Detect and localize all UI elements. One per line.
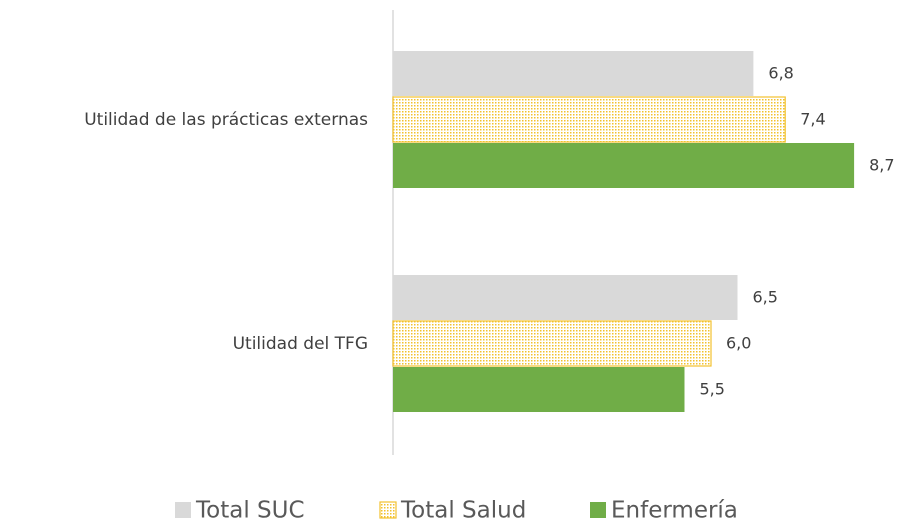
bar (392, 96, 786, 143)
bar (393, 275, 738, 320)
legend-label: Enfermería (611, 498, 738, 522)
category-label: Utilidad de las prácticas externas (84, 110, 368, 130)
value-label: 6,5 (753, 288, 778, 307)
legend-label: Total Salud (400, 498, 526, 522)
category-label: Utilidad del TFG (233, 334, 368, 354)
value-label: 7,4 (800, 110, 825, 129)
legend-label: Total SUC (195, 498, 305, 522)
bar (392, 320, 712, 367)
legend-swatch (379, 501, 397, 519)
value-label: 8,7 (869, 156, 894, 175)
value-label: 6,8 (768, 64, 793, 83)
bar (393, 143, 855, 188)
bar (393, 51, 754, 96)
value-label: 5,5 (700, 380, 725, 399)
bar (393, 367, 685, 412)
legend-swatch (590, 502, 606, 518)
legend-swatch (175, 502, 191, 518)
value-label: 6,0 (726, 334, 751, 353)
